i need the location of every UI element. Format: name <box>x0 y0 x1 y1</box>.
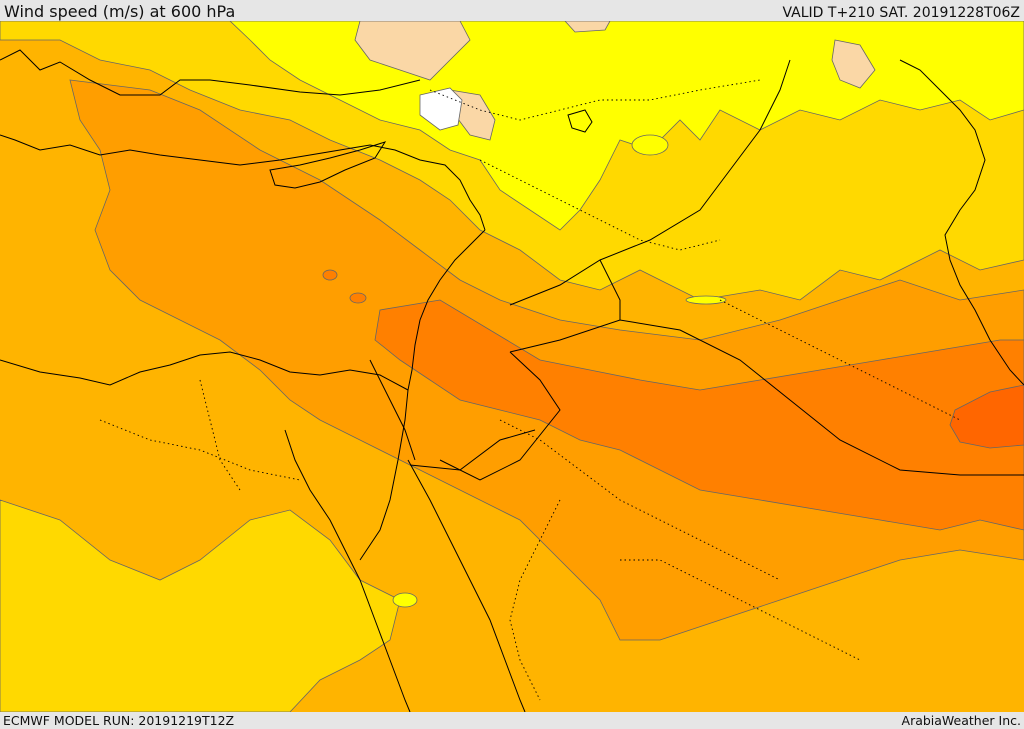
contour-zone-light-1 <box>354 21 471 81</box>
contour-island-1 <box>631 134 669 156</box>
contour-island-2 <box>392 592 418 608</box>
contour-zone-light-3 <box>831 39 876 89</box>
model-run-label: ECMWF MODEL RUN: 20191219T12Z <box>3 713 235 728</box>
contour-zone-strong-orange <box>949 384 1024 449</box>
header-bar: Wind speed (m/s) at 600 hPa VALID T+210 … <box>0 0 1024 21</box>
contour-zone-yellow-gold-southwest <box>0 499 401 712</box>
map-title: Wind speed (m/s) at 600 hPa <box>4 2 236 21</box>
coastlines <box>0 49 1024 712</box>
wind-speed-map <box>0 21 1024 712</box>
contour-zone-dark-orange <box>374 299 1024 531</box>
solid-borders <box>369 59 1024 481</box>
contour-island-4 <box>349 292 367 304</box>
political-borders <box>99 79 961 701</box>
credit-label: ArabiaWeather Inc. <box>901 713 1021 728</box>
contour-island-3 <box>322 269 338 281</box>
footer-bar: ECMWF MODEL RUN: 20191219T12Z ArabiaWeat… <box>0 712 1024 729</box>
contour-island-5 <box>685 295 727 305</box>
contour-zone-light-4 <box>564 21 611 33</box>
valid-time-label: VALID T+210 SAT. 20191228T06Z <box>782 5 1020 21</box>
